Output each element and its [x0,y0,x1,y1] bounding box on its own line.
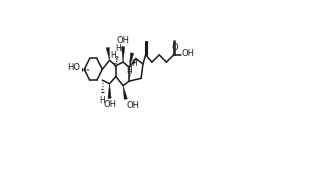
Text: H: H [99,96,105,105]
Text: OH: OH [127,101,140,110]
Text: OH: OH [117,36,129,45]
Text: H: H [126,66,132,75]
Text: H: H [110,51,116,60]
Polygon shape [108,84,111,98]
Text: H: H [115,44,120,54]
Text: OH: OH [103,100,116,109]
Polygon shape [106,48,109,60]
Polygon shape [123,86,128,99]
Text: H: H [131,59,137,68]
Polygon shape [121,47,125,62]
Polygon shape [129,53,134,68]
Text: HO: HO [67,63,80,72]
Text: O: O [171,43,178,52]
Text: OH: OH [182,49,195,58]
